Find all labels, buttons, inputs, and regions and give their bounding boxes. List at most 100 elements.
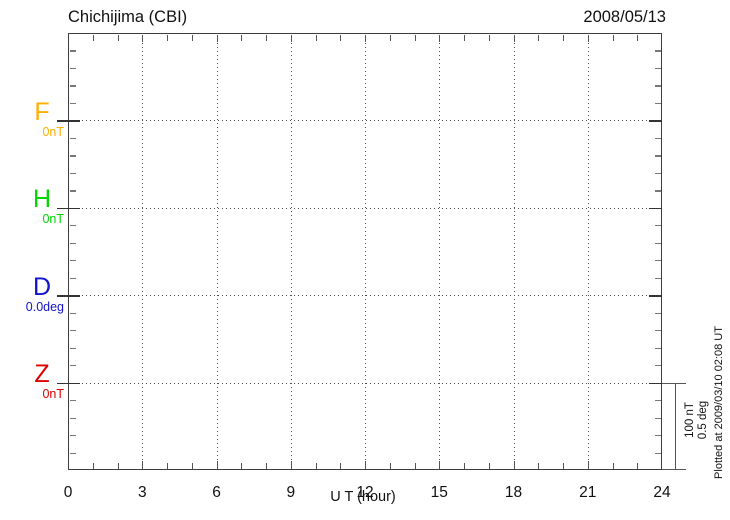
channel-letter: F bbox=[34, 98, 50, 126]
right-minor-tick bbox=[654, 365, 661, 367]
top-axis-tick bbox=[587, 34, 589, 42]
channel-baseline-value: 0nT bbox=[42, 387, 64, 401]
bottom-axis-tick bbox=[266, 462, 268, 469]
channel-label-z: Z 0nT bbox=[20, 360, 64, 402]
channel-label-h: H 0nT bbox=[20, 185, 64, 227]
right-minor-tick bbox=[654, 155, 661, 157]
right-minor-tick bbox=[654, 260, 661, 262]
bottom-axis-tick bbox=[117, 462, 119, 469]
top-axis-tick bbox=[637, 34, 639, 41]
bottom-axis-tick bbox=[464, 462, 466, 469]
left-minor-tick bbox=[69, 435, 76, 437]
bottom-axis-tick bbox=[389, 462, 391, 469]
left-minor-tick bbox=[69, 365, 76, 367]
scale-bar-vertical-line bbox=[674, 382, 676, 470]
bottom-axis-tick bbox=[488, 462, 490, 469]
right-minor-tick bbox=[654, 347, 661, 349]
top-axis-tick bbox=[241, 34, 243, 41]
channel-letter: H bbox=[32, 185, 52, 213]
x-tick-label: 3 bbox=[137, 484, 147, 501]
gridline-vertical bbox=[365, 34, 366, 469]
scale-bar-label-deg: 0.5 deg bbox=[697, 400, 709, 440]
bottom-axis-tick bbox=[191, 462, 193, 469]
right-baseline-tick bbox=[649, 295, 662, 297]
x-tick-label: 6 bbox=[212, 484, 221, 501]
top-axis-tick bbox=[290, 34, 292, 42]
right-minor-tick bbox=[654, 172, 661, 175]
gridline-vertical bbox=[513, 34, 515, 469]
channel-baseline-value: 0.0deg bbox=[25, 300, 64, 314]
gridline-vertical bbox=[439, 34, 441, 469]
gridline-vertical bbox=[142, 34, 144, 469]
left-minor-tick bbox=[69, 417, 76, 419]
top-axis-tick bbox=[117, 34, 119, 41]
top-axis-tick bbox=[439, 34, 441, 42]
bottom-axis-tick bbox=[538, 462, 540, 469]
scale-bar-top-cap bbox=[662, 382, 686, 385]
right-minor-tick bbox=[654, 50, 661, 52]
channel-letter: D bbox=[32, 273, 52, 301]
scale-bar-label: 100 nT 0.5 deg bbox=[684, 375, 710, 465]
bottom-axis-tick bbox=[340, 462, 342, 469]
left-minor-tick bbox=[69, 452, 76, 454]
bottom-axis-tick bbox=[414, 462, 416, 469]
channel-baseline-gridline bbox=[69, 295, 661, 297]
channel-baseline-gridline bbox=[69, 382, 661, 384]
right-minor-tick bbox=[654, 67, 661, 70]
right-baseline-tick bbox=[649, 382, 662, 385]
top-axis-tick bbox=[414, 34, 416, 41]
scale-bar-bottom-cap bbox=[662, 468, 686, 470]
right-minor-tick bbox=[654, 400, 661, 402]
channel-baseline-value: 0nT bbox=[42, 125, 64, 139]
top-axis-tick bbox=[513, 34, 515, 42]
bottom-axis-tick bbox=[315, 462, 317, 469]
left-minor-tick bbox=[69, 277, 76, 279]
gridline-vertical bbox=[216, 34, 218, 469]
channel-letter: Z bbox=[34, 360, 50, 388]
left-baseline-tick bbox=[57, 382, 80, 385]
plot-date: 2008/05/13 bbox=[583, 8, 666, 26]
left-baseline-tick bbox=[57, 120, 80, 122]
right-baseline-tick bbox=[649, 207, 662, 210]
right-baseline-tick bbox=[649, 120, 662, 122]
left-minor-tick bbox=[69, 242, 76, 244]
bottom-axis-tick bbox=[563, 462, 565, 469]
left-minor-tick bbox=[69, 312, 76, 314]
station-title: Chichijima (CBI) bbox=[68, 8, 188, 26]
left-minor-tick bbox=[69, 225, 76, 227]
left-minor-tick bbox=[69, 172, 76, 175]
bottom-axis-tick bbox=[587, 460, 589, 469]
top-axis-tick bbox=[488, 34, 490, 41]
left-minor-tick bbox=[69, 67, 76, 70]
x-tick-label: 21 bbox=[579, 484, 597, 501]
left-minor-tick bbox=[69, 137, 76, 140]
x-tick-label: 0 bbox=[63, 484, 73, 501]
right-minor-tick bbox=[654, 137, 661, 140]
top-axis-tick bbox=[191, 34, 193, 41]
bottom-axis-tick bbox=[92, 462, 94, 469]
top-axis-tick bbox=[266, 34, 268, 41]
right-minor-tick bbox=[654, 435, 661, 437]
left-baseline-tick bbox=[57, 207, 80, 210]
top-axis-tick bbox=[315, 34, 317, 41]
bottom-axis-tick bbox=[612, 462, 614, 469]
bottom-axis-tick bbox=[142, 460, 144, 469]
x-axis-title: U T (hour) bbox=[330, 489, 396, 505]
bottom-axis-tick bbox=[439, 460, 441, 469]
right-minor-tick bbox=[654, 312, 661, 314]
top-axis-tick bbox=[365, 34, 367, 42]
channel-baseline-gridline bbox=[69, 120, 661, 122]
left-minor-tick bbox=[69, 155, 76, 157]
left-minor-tick bbox=[69, 85, 76, 87]
bottom-axis-tick bbox=[290, 460, 292, 469]
right-minor-tick bbox=[654, 225, 661, 227]
right-minor-tick bbox=[654, 417, 661, 419]
top-axis-tick bbox=[92, 34, 94, 41]
bottom-axis-tick bbox=[241, 462, 243, 469]
plotted-at-note: Plotted at 2009/03/10 02:08 UT bbox=[713, 326, 725, 479]
bottom-axis-tick bbox=[365, 460, 367, 469]
bottom-axis-tick bbox=[167, 462, 169, 469]
left-minor-tick bbox=[69, 400, 76, 402]
top-axis-tick bbox=[142, 34, 144, 42]
